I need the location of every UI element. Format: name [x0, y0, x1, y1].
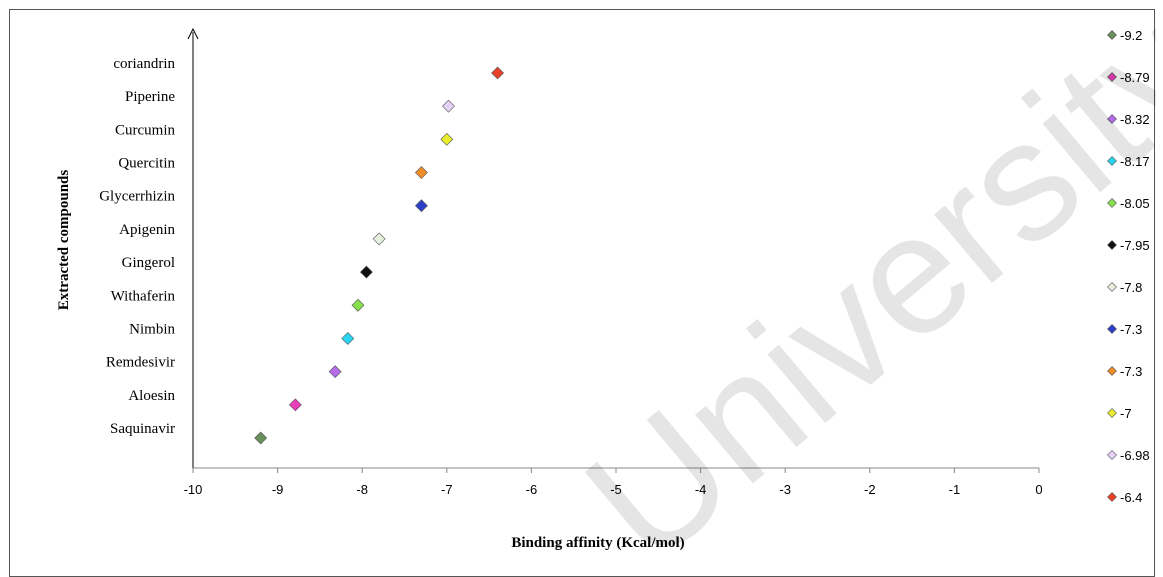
y-category-label: Withaferin	[111, 288, 176, 304]
legend-marker	[1107, 198, 1117, 208]
y-category-label: Apigenin	[119, 222, 175, 238]
legend-marker	[1107, 408, 1117, 418]
legend-label: -6.4	[1120, 490, 1142, 505]
data-point-withaferin	[351, 298, 365, 312]
x-tick-label: 0	[1035, 482, 1042, 497]
legend-marker	[1107, 30, 1117, 40]
legend: -9.2 -8.79 -8.32 -8.17 -8.05 -7.95 -7.8 -7.3 -7.…	[1107, 28, 1150, 505]
legend-label: -9.2	[1120, 28, 1142, 43]
x-axis-label: Binding affinity (Kcal/mol)	[511, 535, 684, 551]
x-tick-label: -5	[610, 482, 622, 497]
legend-marker	[1107, 282, 1117, 292]
scatter-chart: Saquinavir Aloesin Remdesivir Nimbin Withafe…	[56, 27, 1150, 551]
legend-marker	[1107, 366, 1117, 376]
data-point-gingerol	[360, 265, 373, 279]
y-axis-arrow	[187, 27, 199, 40]
legend-label: -8.32	[1120, 112, 1150, 127]
data-point-remdesivir	[328, 365, 342, 379]
legend-marker	[1107, 240, 1117, 250]
y-category-label: Curcumin	[115, 122, 175, 138]
data-point-coriandrin	[491, 66, 504, 80]
x-tick-label: -10	[184, 482, 203, 497]
legend-marker	[1107, 156, 1117, 166]
legend-marker	[1107, 72, 1117, 82]
axes	[187, 27, 1040, 473]
y-category-label: Glycerrhizin	[99, 189, 175, 205]
data-point-saquinavir	[254, 431, 268, 445]
data-point-quercitin	[414, 166, 428, 179]
x-tick-labels: -10 -9 -8 -7 -6 -5 -4 -3 -2 -1 0	[184, 482, 1043, 497]
y-category-label: Saquinavir	[110, 421, 175, 437]
y-category-label: Quercitin	[118, 156, 175, 172]
x-tick-label: -3	[779, 482, 791, 497]
x-tick-label: -9	[272, 482, 284, 497]
x-tick-label: -8	[356, 482, 368, 497]
x-tick-label: -4	[695, 482, 707, 497]
legend-label: -7.8	[1120, 280, 1142, 295]
y-category-label: Aloesin	[128, 388, 175, 404]
data-point-glycerrhizin	[414, 199, 428, 213]
legend-label: -7.95	[1120, 238, 1150, 253]
y-category-label: Piperine	[125, 89, 175, 105]
legend-label: -7.3	[1120, 364, 1142, 379]
data-point-piperine	[442, 99, 455, 113]
legend-marker	[1107, 450, 1117, 460]
y-axis-label: Extracted compounds	[56, 170, 72, 311]
y-category-label: coriandrin	[113, 56, 175, 72]
data-point-curcumin	[440, 132, 454, 146]
chart-frame: Saquinavir Aloesin Remdesivir Nimbin Withafe…	[9, 9, 1156, 577]
legend-marker	[1107, 114, 1117, 124]
legend-marker	[1107, 492, 1117, 502]
x-tick-label: -7	[441, 482, 453, 497]
y-category-label: Remdesivir	[106, 355, 175, 371]
legend-label: -8.79	[1120, 70, 1150, 85]
legend-label: -6.98	[1120, 448, 1150, 463]
legend-label: -7.3	[1120, 322, 1142, 337]
data-point-nimbin	[341, 332, 355, 345]
legend-marker	[1107, 324, 1117, 334]
data-point-aloesin	[288, 398, 302, 412]
y-category-label: Nimbin	[129, 321, 175, 337]
y-category-label: Gingerol	[122, 255, 175, 271]
y-category-labels: Saquinavir Aloesin Remdesivir Nimbin Withafe…	[99, 56, 175, 437]
data-points	[254, 66, 504, 445]
x-tick-label: -1	[949, 482, 961, 497]
legend-label: -8.05	[1120, 196, 1150, 211]
legend-label: -7	[1120, 406, 1132, 421]
legend-label: -8.17	[1120, 154, 1150, 169]
data-point-apigenin	[372, 232, 386, 246]
x-tick-label: -2	[864, 482, 876, 497]
x-tick-label: -6	[526, 482, 538, 497]
